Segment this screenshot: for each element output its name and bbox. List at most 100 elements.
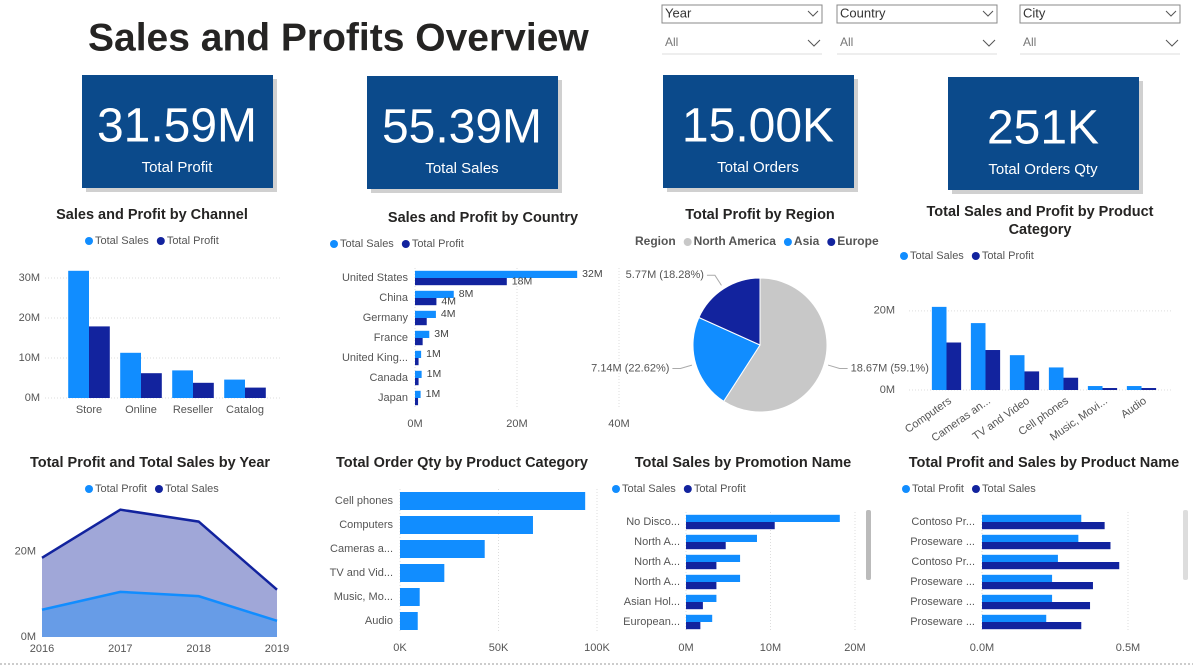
legend-swatch: [827, 238, 836, 246]
scrollbar[interactable]: [866, 510, 871, 580]
bar: [1126, 386, 1142, 390]
line: [41, 590, 278, 623]
slicer-dropdown[interactable]: [1020, 32, 1180, 54]
y-tick-label: North A...: [634, 536, 680, 548]
x-tick-label: Audio: [1119, 395, 1149, 421]
legend-swatch: [612, 485, 620, 493]
area: [42, 509, 277, 637]
bar: [415, 290, 454, 298]
x-tick-label: 50K: [489, 642, 509, 654]
bar: [400, 492, 586, 510]
x-tick-label: 0M: [678, 642, 693, 654]
bar: [245, 387, 266, 398]
x-tick-label: Store: [76, 404, 102, 416]
bar: [931, 306, 947, 390]
y-tick-label: Cameras a...: [330, 543, 393, 555]
card-value: 15.00K: [682, 100, 834, 153]
bar: [193, 382, 214, 398]
bar: [1141, 388, 1157, 390]
y-tick-label: 20M: [19, 312, 40, 324]
bar: [415, 338, 423, 346]
bar: [982, 614, 1047, 622]
bar: [400, 588, 420, 606]
bar: [1087, 386, 1103, 390]
y-tick-label: Japan: [378, 392, 408, 404]
slicer-header[interactable]: [836, 4, 998, 24]
x-tick-label: 2019: [265, 643, 289, 655]
bar: [982, 622, 1082, 630]
slicer-title: City: [1023, 5, 1046, 20]
chevron: [1165, 39, 1179, 47]
legend-label: Total Sales: [982, 483, 1036, 495]
bar: [686, 554, 741, 562]
data-label: 4M: [441, 295, 456, 307]
y-tick-label: 20M: [15, 546, 36, 558]
legend-label: Asia: [794, 234, 820, 248]
data-label: 3M: [434, 328, 449, 340]
bar: [68, 270, 89, 398]
data-label: 7.14M (22.62%): [591, 362, 669, 374]
legend-swatch: [154, 485, 163, 493]
x-tick-label: 10M: [760, 642, 781, 654]
legend-swatch: [85, 485, 93, 493]
bar: [172, 370, 193, 398]
bar: [982, 522, 1105, 530]
card: [367, 76, 558, 189]
chart-title: Total Order Qty by Product Category: [336, 455, 588, 471]
bar: [224, 379, 245, 398]
x-tick-label: 20M: [506, 418, 527, 430]
legend-label: Total Profit: [412, 238, 464, 250]
y-tick-label: Proseware ...: [910, 616, 975, 628]
legend-label: Total Sales: [95, 235, 149, 247]
y-tick-label: China: [379, 292, 409, 304]
y-tick-label: Contoso Pr...: [911, 516, 975, 528]
x-tick-label: 0M: [407, 418, 422, 430]
scrollbar[interactable]: [1183, 510, 1188, 580]
bar: [1024, 371, 1040, 390]
slicer-dropdown[interactable]: [662, 32, 822, 54]
chevron: [982, 39, 996, 47]
bar: [982, 574, 1053, 582]
bar: [686, 582, 717, 590]
y-tick-label: Proseware ...: [910, 596, 975, 608]
chart-title: Total Profit and Sales by Product Name: [908, 455, 1180, 471]
bar: [400, 564, 445, 582]
legend-label: Europe: [837, 234, 879, 248]
bar: [1048, 367, 1064, 390]
card-value: 251K: [987, 102, 1099, 155]
y-tick-label: United King...: [342, 352, 408, 364]
x-tick-label: 20M: [844, 642, 865, 654]
chart-title: Total Sales and Profit by Product Catego…: [926, 204, 1154, 238]
chevron: [807, 39, 821, 47]
card-value: 55.39M: [382, 101, 542, 154]
slicer-header[interactable]: [661, 4, 823, 24]
y-tick-label: TV and Vid...: [330, 567, 393, 579]
chart-title: Total Profit by Region: [685, 207, 835, 223]
y-tick-label: North A...: [634, 556, 680, 568]
legend-swatch: [900, 252, 908, 260]
legend-swatch: [330, 240, 338, 248]
legend-swatch: [156, 237, 165, 245]
slicer-dropdown[interactable]: [837, 32, 997, 54]
bar: [415, 390, 421, 398]
data-label: 5.77M (18.28%): [626, 269, 704, 281]
bar: [982, 594, 1053, 602]
bar: [982, 582, 1093, 590]
chart-title: Sales and Profit by Country: [387, 210, 579, 226]
leader-line: [672, 364, 693, 370]
x-tick-label: Online: [125, 404, 157, 416]
bar: [415, 350, 422, 358]
slicer-title: Year: [665, 5, 692, 20]
line: [41, 508, 278, 591]
legend-label: Total Sales: [910, 250, 964, 262]
bar: [415, 270, 578, 278]
x-tick-label: 40M: [608, 418, 629, 430]
bar: [1063, 377, 1079, 390]
y-tick-label: Contoso Pr...: [911, 556, 975, 568]
bar: [141, 373, 162, 398]
y-tick-label: Audio: [365, 615, 393, 627]
page-title: Sales and Profits Overview: [88, 16, 589, 59]
slicer-header[interactable]: [1019, 4, 1181, 24]
